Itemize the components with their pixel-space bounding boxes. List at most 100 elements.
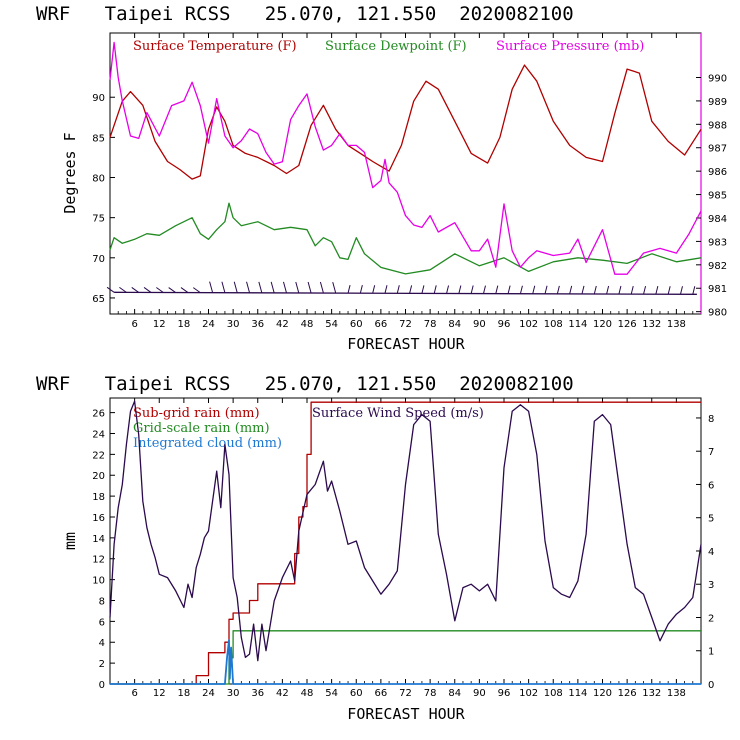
- y2-tick-label: 980: [708, 308, 727, 319]
- panel-1-ylabel: Degrees F: [61, 132, 79, 213]
- x-tick-label: 120: [593, 688, 612, 699]
- wind-barb: [556, 285, 560, 294]
- y-tick-label: 85: [92, 133, 105, 144]
- wind-barb: [630, 285, 634, 295]
- wind-barb: [282, 281, 287, 294]
- wind-barb: [270, 281, 275, 294]
- wind-barb: [295, 281, 300, 294]
- y-tick-label: 8: [99, 596, 105, 607]
- y-tick-label: 14: [92, 534, 105, 545]
- y-tick-label: 90: [92, 93, 105, 104]
- y2-tick-label: 1: [708, 647, 714, 658]
- y-tick-label: 70: [92, 254, 105, 265]
- wind-barb: [409, 285, 413, 294]
- x-tick-label: 126: [618, 319, 637, 330]
- legend-integrated-cloud: Integrated cloud (mm): [133, 436, 282, 451]
- x-tick-label: 12: [153, 688, 166, 699]
- y2-tick-label: 8: [708, 414, 714, 425]
- x-tick-label: 138: [667, 319, 686, 330]
- y2-tick-label: 984: [708, 214, 727, 225]
- series-surface-pressure-mb: [109, 41, 702, 275]
- y2-tick-label: 5: [708, 514, 714, 525]
- y-tick-label: 26: [92, 409, 105, 420]
- wind-barb: [209, 281, 214, 293]
- wind-barb: [307, 281, 312, 294]
- y-tick-label: 12: [92, 555, 105, 566]
- wind-barb: [384, 285, 388, 294]
- wind-barb: [581, 285, 585, 295]
- wind-barb: [433, 285, 437, 294]
- wind-barb: [692, 286, 696, 295]
- wind-barb: [446, 285, 450, 294]
- wind-barb: [193, 287, 201, 294]
- wind-barb: [372, 285, 376, 294]
- x-tick-label: 54: [325, 688, 338, 699]
- x-tick-label: 132: [642, 319, 661, 330]
- wind-barb: [319, 281, 324, 294]
- panel-2-title: WRF Taipei RCSS 25.070, 121.550 20200821…: [36, 373, 574, 395]
- panel-1-ticks: 6 12 18 24 30 36 42 48 54 60 66 72 78 84 90 96 102 108 114…: [92, 33, 727, 330]
- x-tick-label: 78: [424, 688, 437, 699]
- x-tick-label: 72: [399, 688, 412, 699]
- x-tick-label: 66: [375, 688, 388, 699]
- wind-barb: [470, 285, 474, 294]
- wind-barb: [143, 287, 152, 293]
- x-tick-label: 108: [544, 319, 563, 330]
- wind-barb: [359, 285, 363, 294]
- y2-tick-label: 4: [708, 547, 714, 558]
- series-sub-grid-rain-mm: [110, 401, 701, 685]
- wind-barb: [332, 281, 337, 294]
- wind-barb: [544, 285, 548, 294]
- y2-tick-label: 0: [708, 680, 714, 691]
- wind-barb: [507, 285, 511, 294]
- x-tick-label: 132: [642, 688, 661, 699]
- wind-barb: [655, 286, 659, 295]
- x-tick-label: 96: [498, 319, 511, 330]
- series-surface-dewpoint-f: [109, 202, 702, 275]
- y2-tick-label: 982: [708, 261, 727, 272]
- wind-barb: [643, 286, 647, 295]
- x-tick-label: 120: [593, 319, 612, 330]
- x-tick-label: 30: [227, 688, 240, 699]
- x-tick-label: 24: [202, 688, 215, 699]
- x-tick-label: 102: [519, 688, 538, 699]
- x-tick-label: 12: [153, 319, 166, 330]
- wind-barb: [233, 281, 238, 293]
- y2-tick-label: 983: [708, 237, 727, 248]
- wind-barb: [482, 285, 486, 294]
- panel-1-legend: Surface Temperature (F) Surface Dewpoint…: [133, 39, 644, 54]
- y-tick-label: 16: [92, 513, 105, 524]
- y2-tick-label: 987: [708, 144, 727, 155]
- legend-surface-pressure: Surface Pressure (mb): [496, 39, 644, 54]
- panel-2-xlabel: FORECAST HOUR: [347, 705, 465, 723]
- wind-barb: [618, 285, 622, 295]
- wind-barb: [458, 285, 462, 294]
- wind-barb: [679, 286, 683, 295]
- wind-barb: [258, 281, 263, 293]
- wind-barb: [246, 281, 251, 293]
- x-tick-label: 6: [131, 319, 137, 330]
- wind-barb: [106, 286, 115, 293]
- y-tick-label: 80: [92, 174, 105, 185]
- y-tick-label: 10: [92, 576, 105, 587]
- wind-barb: [667, 286, 671, 295]
- y2-tick-label: 988: [708, 120, 727, 131]
- y2-tick-label: 981: [708, 284, 727, 295]
- x-tick-label: 114: [568, 319, 587, 330]
- x-tick-label: 90: [473, 688, 486, 699]
- y2-tick-label: 3: [708, 580, 714, 591]
- panel-2-series: [109, 400, 702, 685]
- y2-tick-label: 986: [708, 167, 727, 178]
- x-tick-label: 72: [399, 319, 412, 330]
- x-tick-label: 18: [178, 688, 191, 699]
- x-tick-label: 60: [350, 688, 363, 699]
- y-tick-label: 6: [99, 617, 105, 628]
- legend-surface-wind-speed: Surface Wind Speed (m/s): [312, 406, 484, 421]
- panel-1-xlabel: FORECAST HOUR: [347, 335, 465, 353]
- y-tick-label: 0: [99, 680, 105, 691]
- x-tick-label: 66: [375, 319, 388, 330]
- x-tick-label: 138: [667, 688, 686, 699]
- y2-tick-label: 985: [708, 191, 727, 202]
- x-tick-label: 48: [301, 319, 314, 330]
